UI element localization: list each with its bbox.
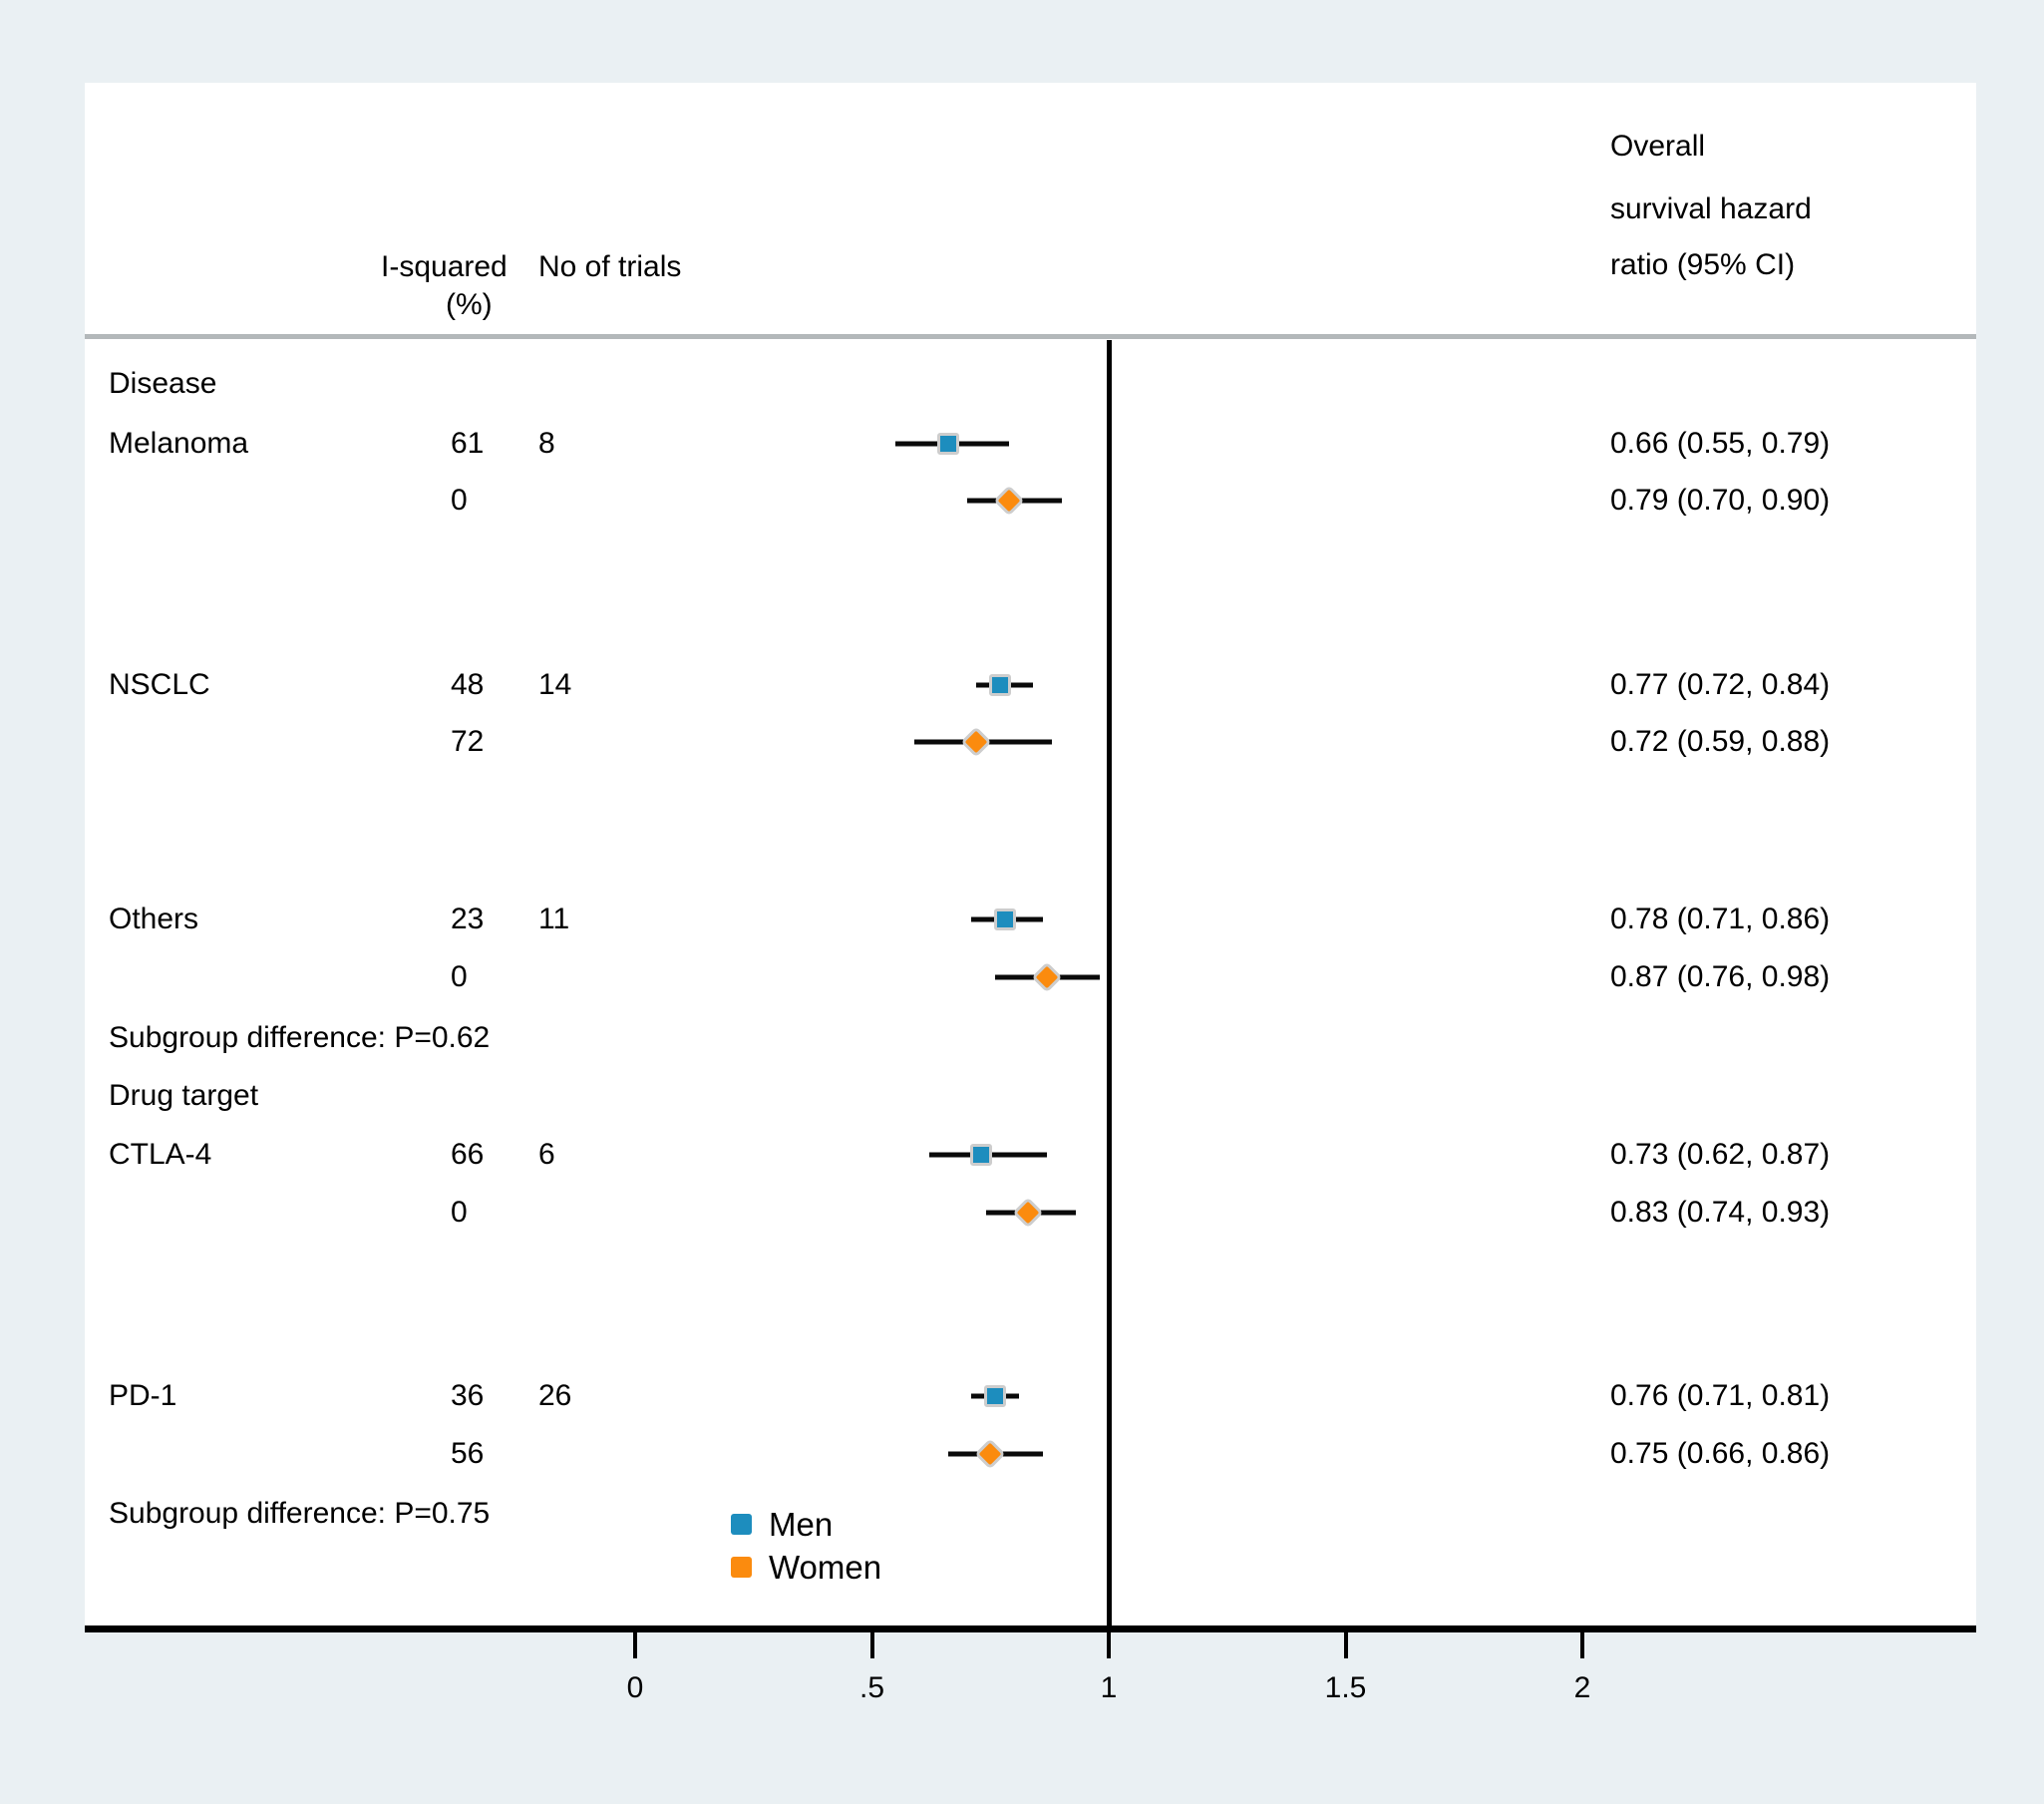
x-axis-tick [1107,1632,1111,1658]
n-trials-value: 14 [538,668,572,701]
subgroup-difference-note: Subgroup difference: P=0.62 [109,1021,491,1054]
row-label: PD-1 [109,1379,177,1412]
row-label: NSCLC [109,668,210,701]
n-trials-value: 6 [538,1138,555,1171]
i-squared-value: 61 [451,427,485,460]
x-axis-tick [633,1632,637,1658]
hazard-ratio-ci-text: 0.66 (0.55, 0.79) [1610,427,1831,460]
i-squared-value: 0 [451,1196,468,1229]
legend-label-men: Men [769,1506,834,1543]
hazard-ratio-ci-text: 0.79 (0.70, 0.90) [1610,484,1831,517]
x-axis-tick-label: 1.5 [1324,1671,1367,1704]
x-axis-line [85,1625,1976,1632]
i-squared-value: 0 [451,484,468,517]
i-squared-value: 56 [451,1437,485,1470]
i-squared-value: 66 [451,1138,485,1171]
subgroup-difference-note: Subgroup difference: P=0.75 [109,1497,491,1530]
women-marker-swatch [731,1557,752,1578]
x-axis-tick [1343,1632,1348,1658]
x-axis-tick [1580,1632,1584,1658]
plot-panel [85,83,1976,1632]
x-axis-tick-label: 1 [1100,1671,1118,1704]
hazard-ratio-ci-text: 0.78 (0.71, 0.86) [1610,902,1831,935]
i-squared-value: 72 [451,725,485,758]
i-squared-value: 0 [451,960,468,993]
hazard-ratio-ci-text: 0.72 (0.59, 0.88) [1610,725,1831,758]
n-trials-value: 26 [538,1379,572,1412]
i-squared-value: 48 [451,668,485,701]
column-header-no-of-trials: No of trials [538,250,682,283]
header-separator-line [85,334,1976,339]
x-axis-tick-label: 2 [1573,1671,1591,1704]
x-axis-tick [869,1632,874,1658]
point-estimate-marker-men [969,1144,992,1166]
hazard-ratio-ci-text: 0.75 (0.66, 0.86) [1610,1437,1831,1470]
point-estimate-marker-men [936,433,959,455]
point-estimate-marker-men [984,1385,1006,1407]
column-header-i-squared-unit: (%) [446,288,493,321]
section-heading: Drug target [109,1079,259,1112]
i-squared-value: 36 [451,1379,485,1412]
reference-line-hr1 [1107,340,1112,1625]
men-marker-swatch [731,1514,752,1535]
i-squared-value: 23 [451,902,485,935]
n-trials-value: 8 [538,427,555,460]
hazard-ratio-ci-text: 0.83 (0.74, 0.93) [1610,1196,1831,1229]
n-trials-value: 11 [538,902,570,935]
hazard-ratio-ci-text: 0.77 (0.72, 0.84) [1610,668,1831,701]
x-axis-tick-label: .5 [858,1671,885,1704]
row-label: CTLA-4 [109,1138,212,1171]
section-heading: Disease [109,367,217,400]
column-header-i-squared: I-squared [381,250,508,283]
hazard-ratio-ci-text: 0.76 (0.71, 0.81) [1610,1379,1831,1412]
column-header-outcome-line3: ratio (95% CI) [1610,248,1796,281]
x-axis-tick-label: 0 [626,1671,644,1704]
point-estimate-marker-men [993,908,1016,930]
row-label: Melanoma [109,427,249,460]
hazard-ratio-ci-text: 0.87 (0.76, 0.98) [1610,960,1831,993]
column-header-outcome-line1: Overall [1610,130,1706,163]
row-label: Others [109,902,199,935]
point-estimate-marker-men [988,674,1011,696]
hazard-ratio-ci-text: 0.73 (0.62, 0.87) [1610,1138,1831,1171]
legend-label-women: Women [769,1549,882,1586]
column-header-outcome-line2: survival hazard [1610,192,1812,225]
